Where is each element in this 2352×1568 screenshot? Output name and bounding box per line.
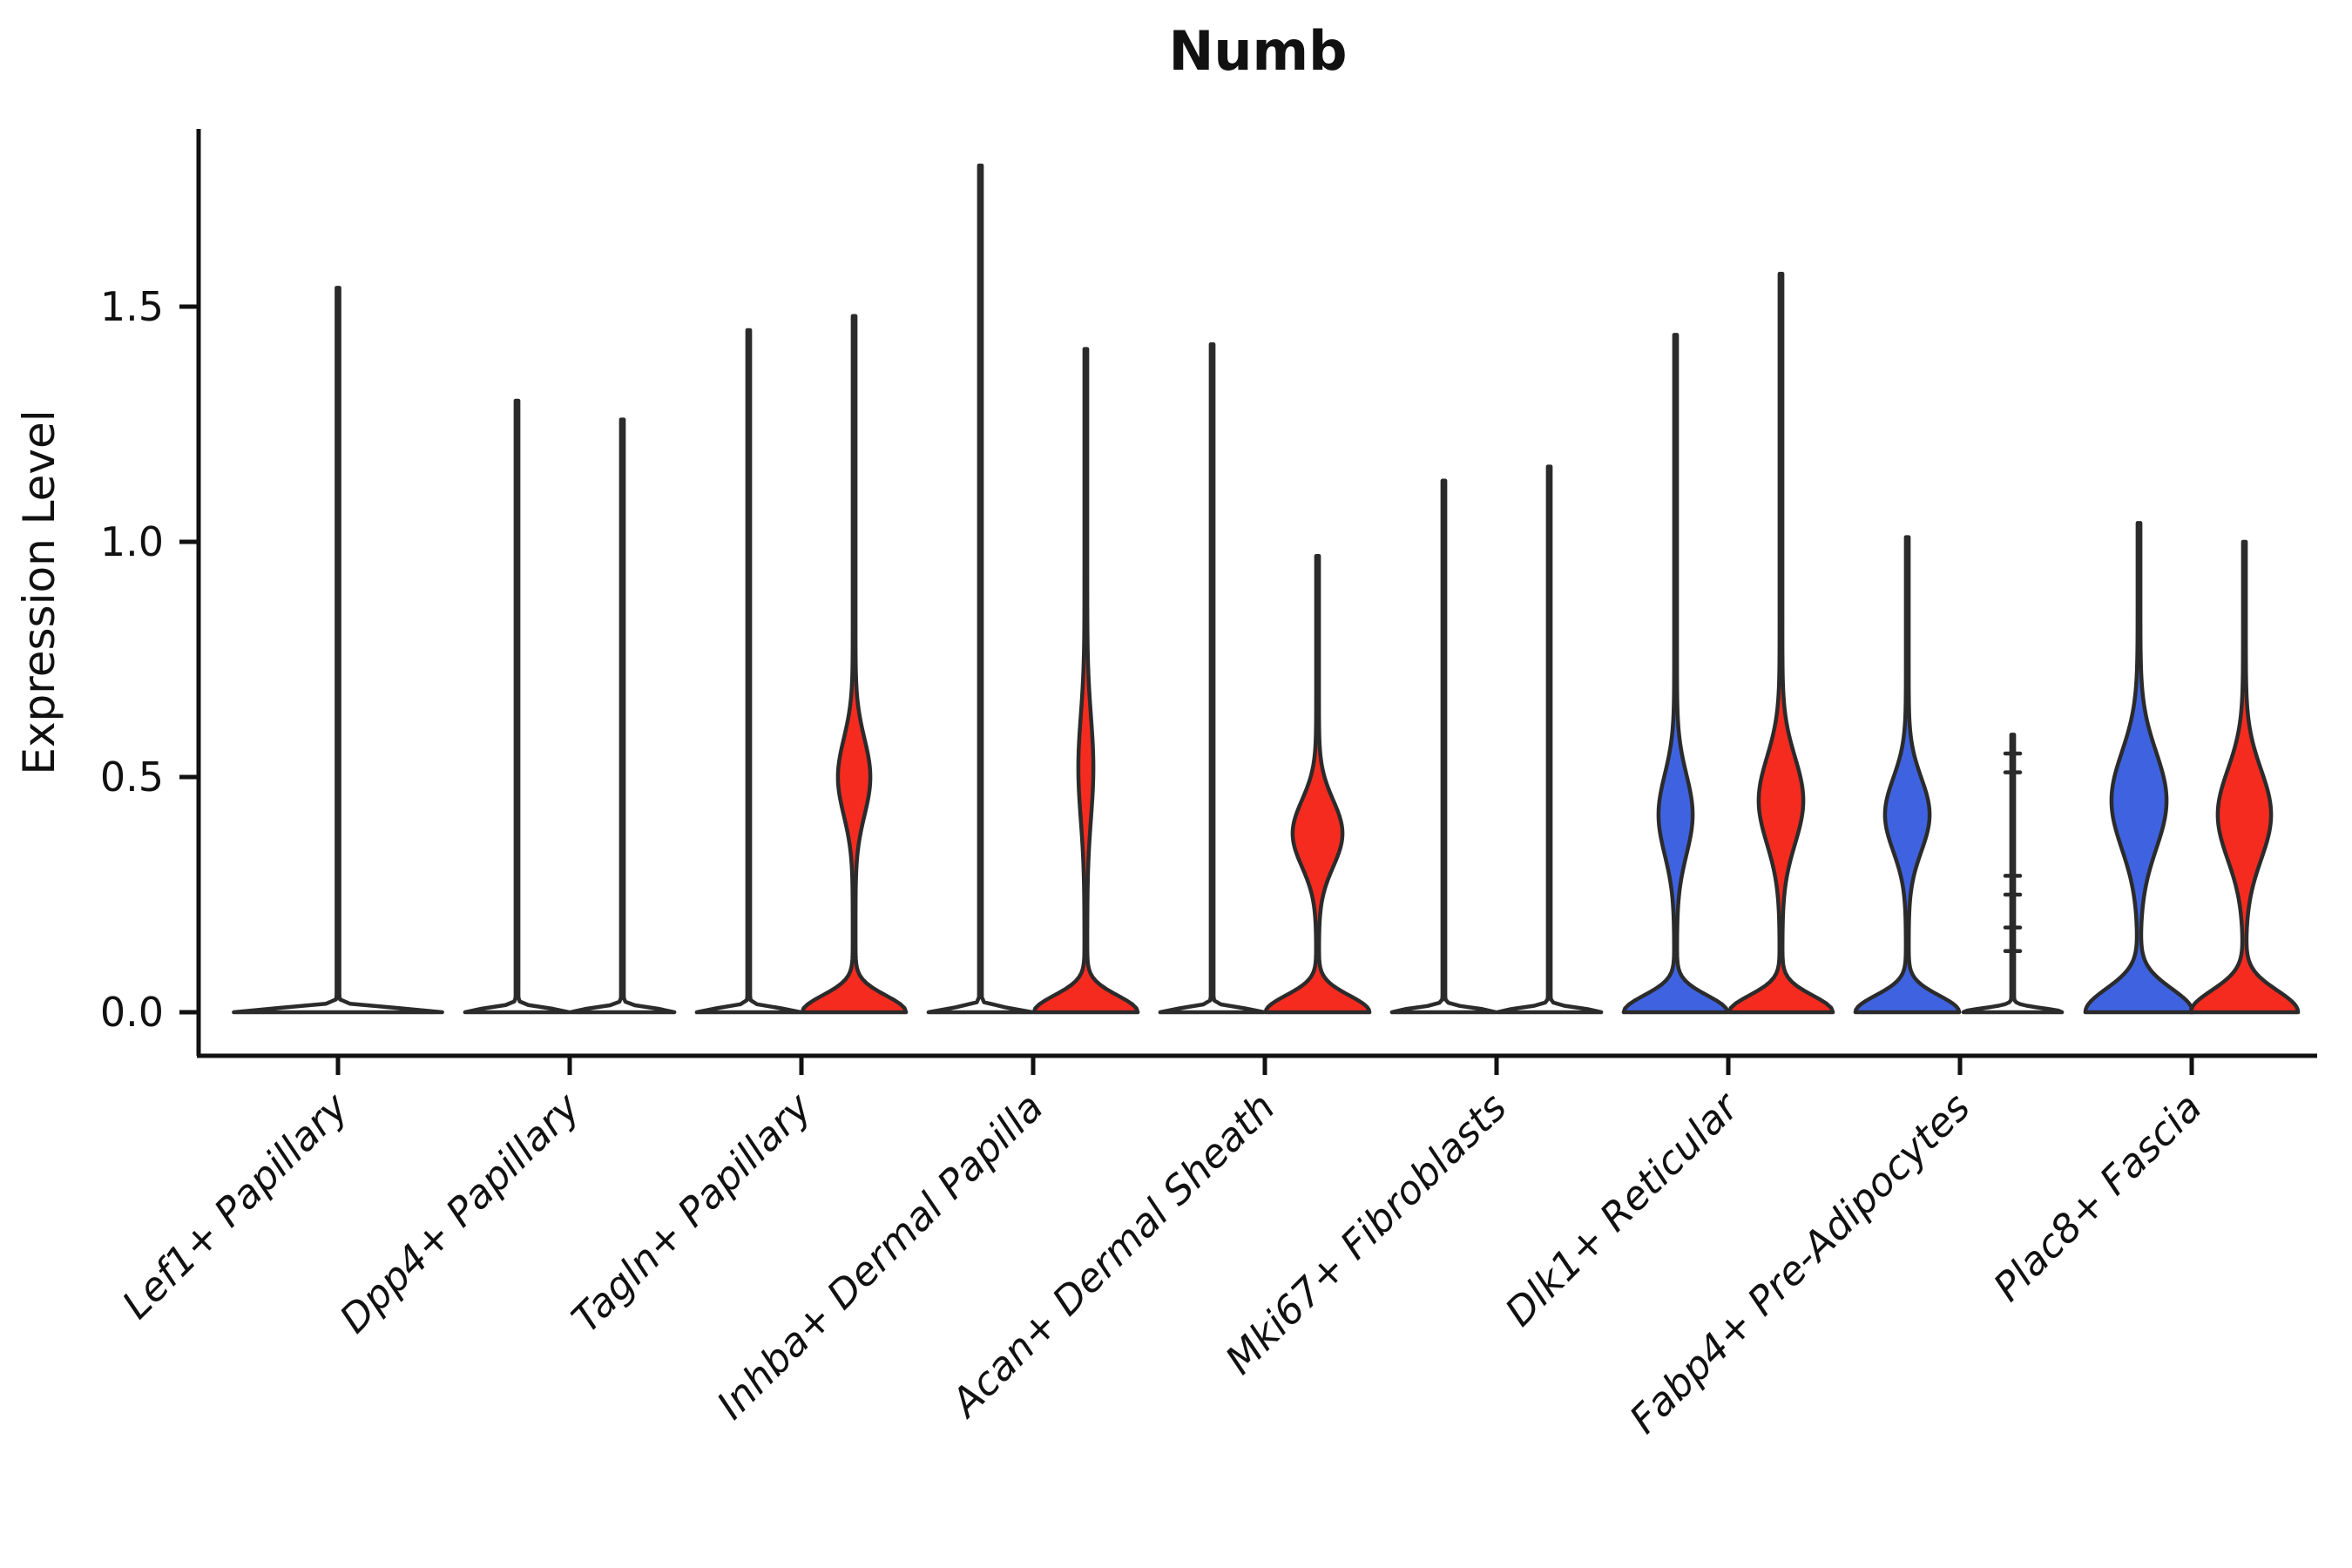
y-axis-label: Expression Level: [14, 409, 64, 774]
x-tick-label-3: Tagln+ Papillary: [563, 1083, 821, 1342]
x-tick-label-7: Dlk1+ Reticular: [1496, 1083, 1748, 1335]
violin-2-left-white: [463, 398, 571, 1015]
violin-6-left-white: [1389, 478, 1498, 1015]
violin-8-left-blue: [1853, 535, 1962, 1015]
y-tick-label: 1.0: [100, 518, 164, 565]
violin-8-right-white: [1961, 733, 2065, 1015]
y-tick-label: 0.5: [100, 754, 164, 801]
violin-6-right-white: [1495, 464, 1604, 1015]
violin-9-right-red: [2188, 539, 2301, 1015]
x-tick-label-2: Dpp4+ Papillary: [331, 1083, 590, 1342]
violin-4-right-red: [1031, 347, 1140, 1015]
violin-9-left-blue: [2083, 521, 2195, 1015]
x-tick-label-9: Plac8+ Fascia: [1984, 1084, 2211, 1310]
violin-7-left-blue: [1621, 333, 1730, 1015]
x-tick-label-1: Lef1+ Papillary: [113, 1083, 358, 1328]
violin-4-left-white: [926, 163, 1035, 1015]
violin-3-right-red: [800, 314, 909, 1015]
violin-1-center-white: [232, 286, 444, 1015]
chart-title: Numb: [1168, 19, 1347, 83]
violin-5-left-white: [1158, 341, 1267, 1015]
violin-3-left-white: [694, 328, 803, 1015]
violin-5-right-red: [1263, 553, 1372, 1015]
y-tick-label: 0.0: [100, 989, 164, 1036]
violin-2-right-white: [568, 417, 677, 1015]
y-tick-label: 1.5: [100, 283, 164, 330]
violin-7-right-red: [1727, 271, 1835, 1015]
